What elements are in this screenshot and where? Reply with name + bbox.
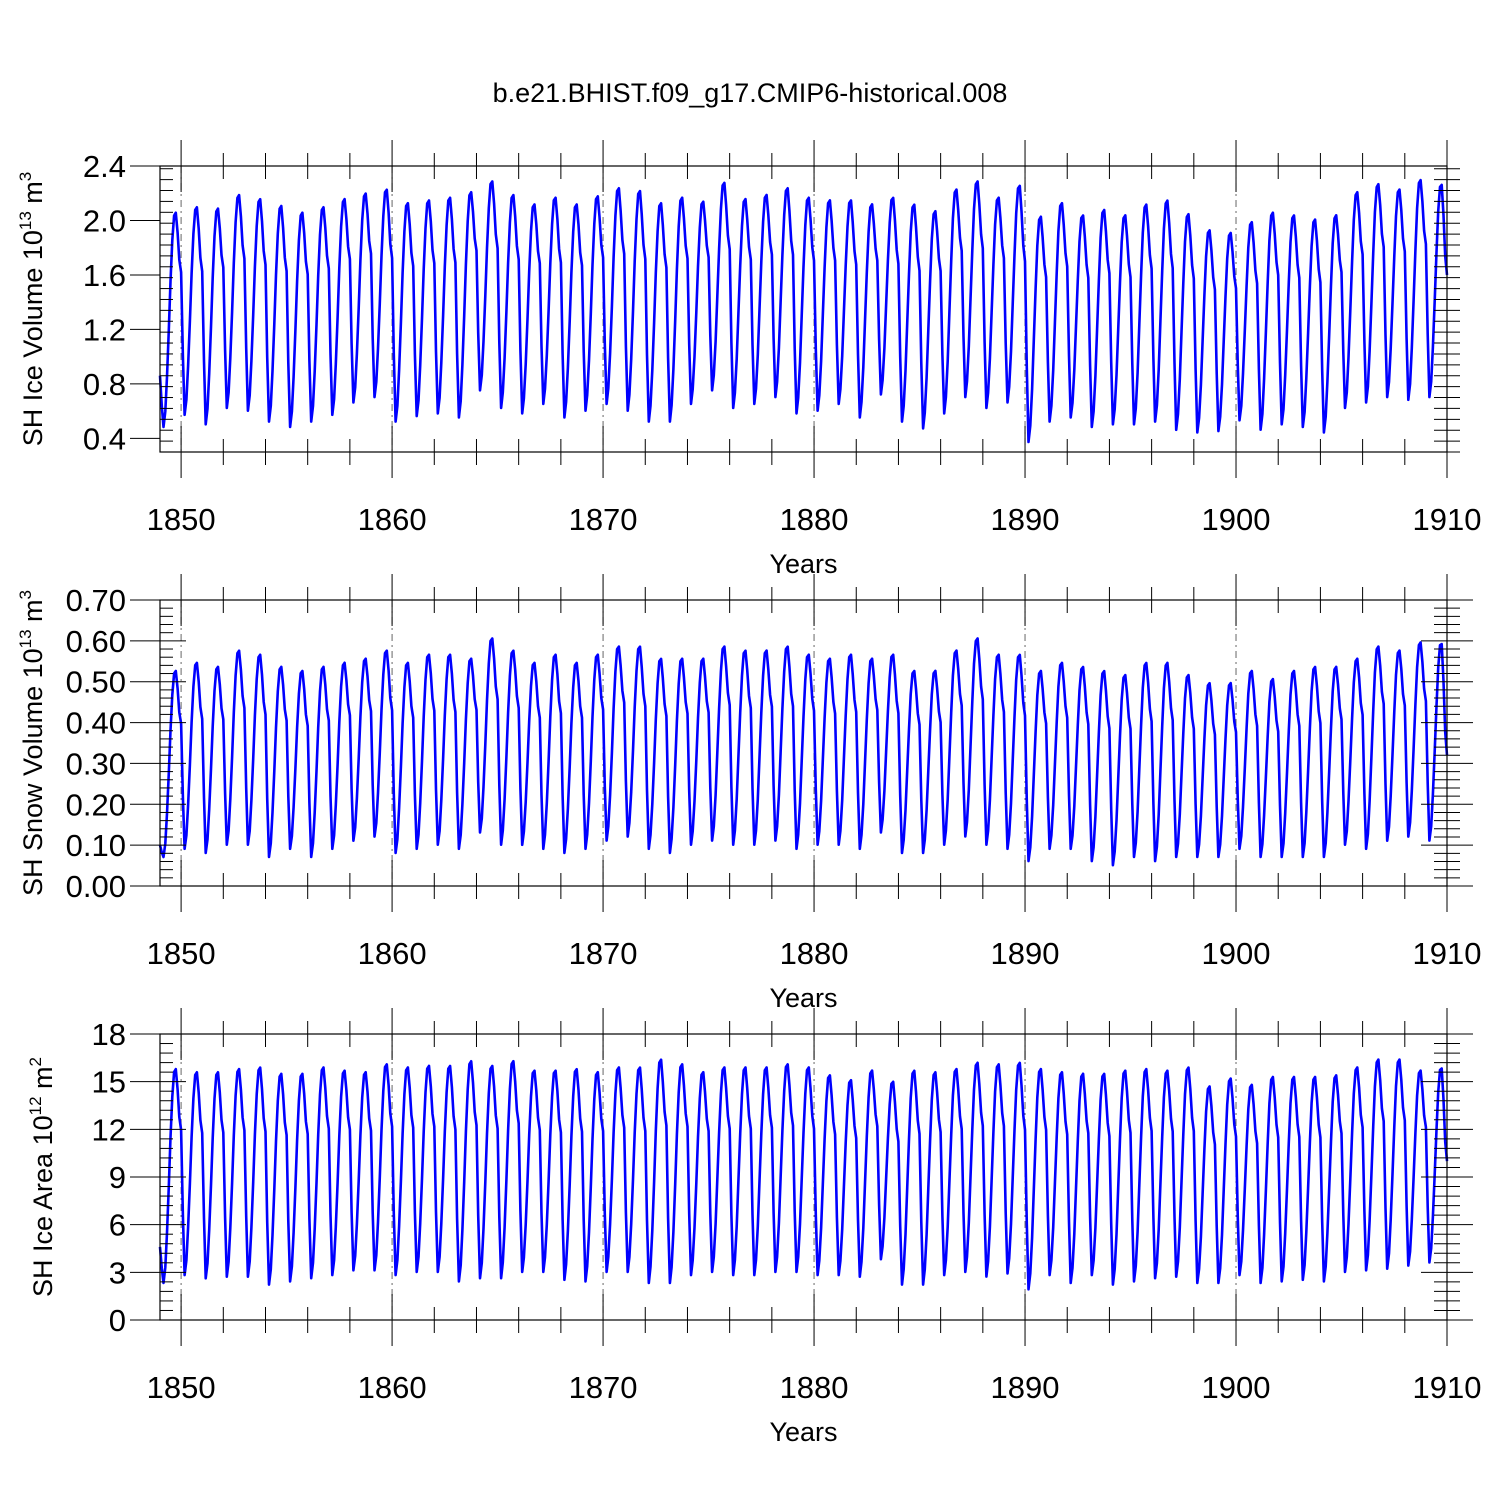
x-tick-label: 1850 bbox=[147, 936, 216, 971]
y-tick-label: 18 bbox=[92, 1017, 126, 1052]
x-tick-label: 1900 bbox=[1202, 502, 1271, 537]
chart-panel-2: 0.00 0.10 0.20 0.30 0.40 0.50 0.60 0.70 1850 1860… bbox=[16, 574, 1481, 1013]
plot-frame bbox=[159, 599, 1448, 887]
x-tick-label: 1860 bbox=[358, 1370, 427, 1405]
x-tick-label: 1860 bbox=[358, 502, 427, 537]
y-tick-label: 3 bbox=[109, 1255, 126, 1290]
y-tick-label: 0.8 bbox=[83, 367, 126, 402]
x-tick-label: 1890 bbox=[991, 1370, 1060, 1405]
y-tick-label: 15 bbox=[92, 1065, 126, 1100]
y-tick-label: 0.4 bbox=[83, 421, 126, 456]
x-tick-label: 1880 bbox=[780, 1370, 849, 1405]
x-tick-label: 1910 bbox=[1413, 502, 1482, 537]
y-tick-label: 2.0 bbox=[83, 203, 126, 238]
x-tick-label: 1910 bbox=[1413, 1370, 1482, 1405]
y-axis-label: SH Ice Area 1012 m2 bbox=[26, 1057, 58, 1297]
x-tick-label: 1870 bbox=[569, 936, 638, 971]
x-tick-label: 1900 bbox=[1202, 936, 1271, 971]
x-tick-label: 1880 bbox=[780, 936, 849, 971]
x-tick-label: 1910 bbox=[1413, 936, 1482, 971]
series-line bbox=[158, 178, 1449, 444]
y-axis-label: SH Snow Volume 1013 m3 bbox=[16, 590, 48, 896]
x-tick-label: 1850 bbox=[147, 1370, 216, 1405]
y-tick-label: 0.20 bbox=[66, 787, 126, 822]
y-tick-label: 0.50 bbox=[66, 665, 126, 700]
chart-title: b.e21.BHIST.f09_g17.CMIP6-historical.008 bbox=[493, 78, 1008, 108]
x-tick-label: 1870 bbox=[569, 1370, 638, 1405]
x-axis-label: Years bbox=[769, 983, 837, 1013]
x-tick-label: 1900 bbox=[1202, 1370, 1271, 1405]
x-axis-label: Years bbox=[769, 1417, 837, 1447]
x-tick-label: 1890 bbox=[991, 936, 1060, 971]
y-tick-label: 0 bbox=[109, 1303, 126, 1338]
plot-frame bbox=[159, 165, 1448, 453]
y-tick-label: 1.6 bbox=[83, 258, 126, 293]
x-tick-label: 1890 bbox=[991, 502, 1060, 537]
x-tick-label: 1870 bbox=[569, 502, 638, 537]
y-tick-label: 1.2 bbox=[83, 312, 126, 347]
y-tick-label: 0.60 bbox=[66, 624, 126, 659]
chart-panel-1: 0.4 0.8 1.2 1.6 2.0 2.4 1850 1860 1870 1880 1890 19… bbox=[16, 140, 1481, 579]
x-tick-label: 1880 bbox=[780, 502, 849, 537]
series-line bbox=[158, 1058, 1449, 1291]
plot-frame bbox=[159, 1033, 1448, 1321]
x-axis-label: Years bbox=[769, 549, 837, 579]
y-tick-label: 0.30 bbox=[66, 746, 126, 781]
series-line bbox=[158, 637, 1449, 867]
x-tick-label: 1850 bbox=[147, 502, 216, 537]
y-tick-label: 2.4 bbox=[83, 149, 126, 184]
y-tick-label: 9 bbox=[109, 1160, 126, 1195]
y-tick-label: 0.10 bbox=[66, 828, 126, 863]
y-tick-label: 12 bbox=[92, 1112, 126, 1147]
y-tick-label: 0.40 bbox=[66, 706, 126, 741]
y-tick-label: 6 bbox=[109, 1208, 126, 1243]
y-tick-label: 0.00 bbox=[66, 869, 126, 904]
y-axis-label: SH Ice Volume 1013 m3 bbox=[16, 172, 48, 447]
y-tick-label: 0.70 bbox=[66, 583, 126, 618]
x-tick-label: 1860 bbox=[358, 936, 427, 971]
chart-panel-3: 0 3 6 9 12 15 18 1850 1860 1870 1880 1890 1900 1910 Ye… bbox=[26, 1008, 1481, 1447]
